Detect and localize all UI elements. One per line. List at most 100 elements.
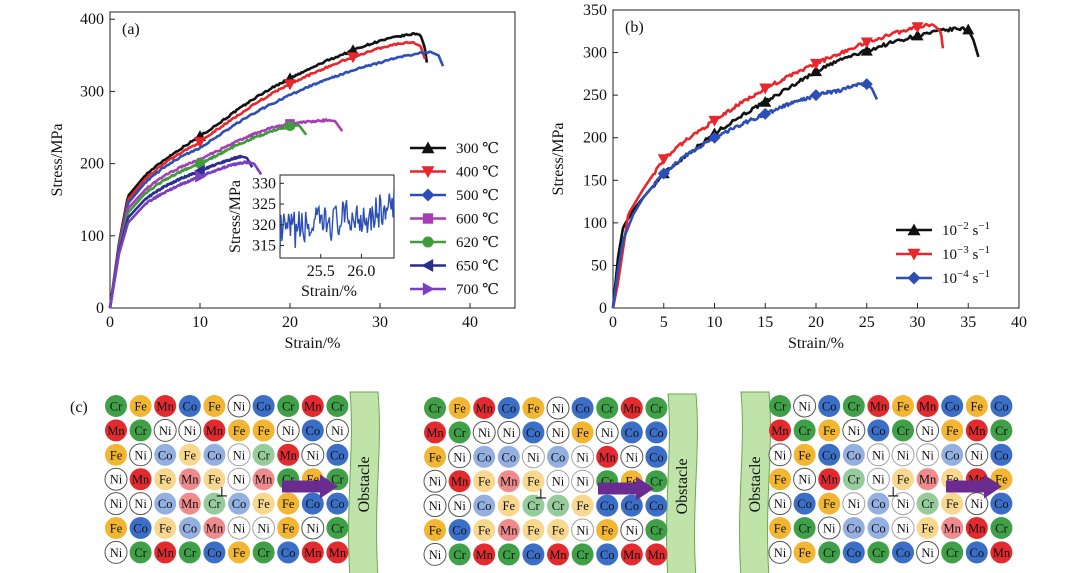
dislocation-symbol: ⊥ [215,485,228,500]
atom-circle [547,445,569,468]
atom-circle [227,443,251,467]
chart-panel-a: 0 10 20 30 400100200300400Strain/%Stress/MPa… [49,11,516,352]
atom-symbol: Ni [282,424,295,438]
atom-circle [129,492,153,516]
atom-symbol: Cr [823,546,836,560]
atom-symbol: Mn [304,546,322,560]
x-tick-label: 25 [859,314,875,331]
atom-symbol: Fe [233,546,246,560]
legend-unit-exponent: −1 [978,268,990,280]
atom-circle [301,492,324,515]
atom-circle [497,470,520,493]
atom-circle [571,445,595,469]
atom-circle [178,395,201,417]
atom-symbol: Mn [107,424,125,438]
atom-circle [326,492,349,515]
atom-symbol: Cr [921,497,934,511]
atom-symbol: Ni [872,448,885,462]
legend-unit: s [969,247,979,263]
atom-symbol: Co [945,448,960,462]
y-tick-label: 0 [96,300,104,317]
atom-circle [252,419,275,442]
atom-circle [129,443,153,467]
atom-symbol: Ni [552,475,565,489]
atom-symbol: Cr [257,546,270,560]
atom-symbol: Fe [503,499,516,513]
atom-symbol: Co [822,400,837,414]
atom-symbol: Fe [110,448,123,462]
atom-circle [326,443,349,466]
atom-circle [129,517,152,539]
atom-symbol: Co [551,450,566,464]
atom-grid: Obstacle Cr Fe Mn Co Fe Ni Co Cr Mn Cr Mn Cr Ni Ni Mn Fe… [104,391,380,573]
atom-circle [252,516,276,540]
atom-symbol: Mn [426,426,444,440]
atom-symbol: Cr [110,400,123,414]
atom-circle [546,396,570,420]
atom-circle [424,519,446,541]
atom-symbol: Ni [576,524,589,538]
inset-x-tick-label: 25.5 [307,263,335,280]
atom-symbol: Ni [233,522,246,536]
atom-symbol: Co [970,546,985,560]
atom-symbol: Mn [157,546,175,560]
atom-circle [965,541,988,564]
atom-symbol: Mn [968,522,986,536]
panel-label: (b) [625,19,644,36]
atom-circle [965,395,988,417]
atom-symbol: Co [649,426,664,440]
atom-circle [891,516,915,540]
x-axis-label: Strain/% [788,335,844,352]
atom-symbol: Co [649,499,664,513]
atom-symbol: Fe [823,424,836,438]
atom-circle [105,395,127,417]
atom-circle [547,519,569,541]
atom-circle [473,519,496,541]
atom-circle [990,541,1013,564]
atom-circle [571,397,594,419]
atom-symbol: Cr [995,424,1008,438]
atom-circle [916,443,940,467]
atom-symbol: Fe [159,473,172,487]
atom-symbol: Fe [552,524,565,538]
atom-circle [842,395,865,417]
atom-circle [547,543,569,566]
atom-circle [448,494,472,518]
atom-circle [277,492,300,515]
data-point-marker [911,22,924,34]
atom-symbol: Cr [650,524,663,538]
data-point-marker [962,23,975,35]
atom-circle [571,494,594,517]
y-tick-label: 50 [591,257,607,274]
atom-circle [793,419,816,442]
atom-circle [546,469,570,493]
atom-symbol: Mn [648,548,666,562]
atom-circle [916,418,940,442]
atom-circle [178,492,201,515]
atom-symbol: Ni [921,424,934,438]
atom-circle [423,469,447,493]
atom-circle [448,445,472,469]
atom-circle [154,517,177,539]
atom-circle [326,517,349,539]
data-point-marker [860,37,873,49]
atom-symbol: Ni [897,497,910,511]
atom-circle [620,397,643,419]
atom-symbol: Fe [134,400,147,414]
chart-panel-b: 0 5 10 15 20 25 30 35 40 0 50 100 150 200 250 300 350 Str… [550,2,1027,352]
atom-symbol: Cr [798,522,811,536]
atom-circle [228,419,250,442]
x-tick-label: 30 [372,314,388,331]
atom-symbol: Fe [527,402,540,416]
atom-symbol: Ni [429,548,442,562]
atom-circle [571,469,595,493]
inset-x-axis-label: Strain/% [301,283,357,300]
data-point-marker [195,170,206,183]
legend-entry: 600 ℃ [456,212,499,228]
atom-symbol: Co [822,448,837,462]
atom-symbol: Fe [921,522,934,536]
atom-circle [448,519,471,541]
atom-circle [916,517,939,539]
atom-symbol: Ni [184,424,197,438]
atom-circle [276,418,300,442]
